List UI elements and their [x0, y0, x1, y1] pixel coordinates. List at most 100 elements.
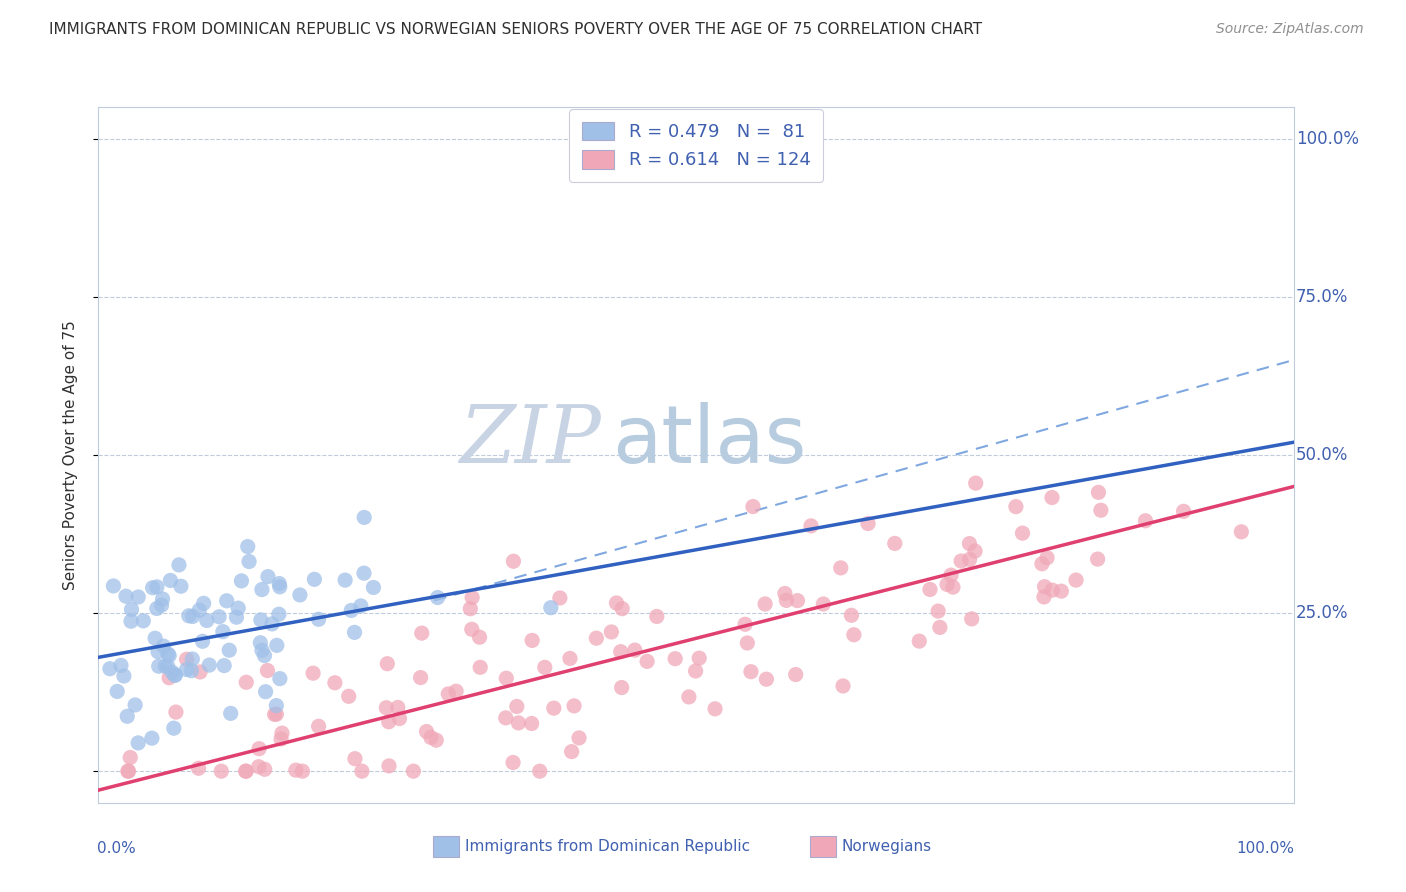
- Point: [775, 593, 797, 607]
- Point: [160, 665, 183, 680]
- Point: [176, 652, 198, 666]
- FancyBboxPatch shape: [433, 836, 460, 857]
- Point: [148, 659, 170, 673]
- Point: [132, 614, 155, 628]
- Point: [375, 657, 398, 671]
- Point: [830, 561, 852, 575]
- Point: [543, 701, 565, 715]
- Point: [254, 684, 277, 698]
- Point: [250, 582, 273, 597]
- Point: [942, 580, 965, 594]
- Point: [754, 597, 776, 611]
- Point: [409, 671, 432, 685]
- Point: [375, 700, 398, 714]
- Point: [426, 591, 449, 605]
- Point: [558, 651, 581, 665]
- Point: [737, 636, 759, 650]
- Point: [402, 764, 425, 779]
- Point: [333, 573, 356, 587]
- Point: [247, 741, 270, 756]
- Point: [1011, 526, 1033, 541]
- Point: [939, 568, 962, 582]
- Point: [340, 603, 363, 617]
- Point: [842, 628, 865, 642]
- Point: [388, 712, 411, 726]
- Point: [533, 660, 555, 674]
- Point: [181, 609, 204, 624]
- Point: [117, 764, 139, 779]
- Point: [353, 566, 375, 581]
- Point: [813, 597, 835, 611]
- Text: Immigrants from Dominican Republic: Immigrants from Dominican Republic: [465, 839, 751, 855]
- Point: [112, 669, 135, 683]
- Point: [263, 707, 285, 722]
- FancyBboxPatch shape: [810, 836, 835, 857]
- Point: [343, 625, 366, 640]
- Point: [115, 589, 138, 603]
- Point: [159, 574, 181, 588]
- Point: [959, 536, 981, 550]
- Point: [841, 608, 863, 623]
- Point: [143, 632, 166, 646]
- Point: [1135, 514, 1157, 528]
- Point: [226, 601, 249, 615]
- Point: [1032, 590, 1054, 604]
- Point: [343, 752, 366, 766]
- Point: [605, 596, 627, 610]
- Point: [636, 654, 658, 668]
- Text: 50.0%: 50.0%: [1296, 446, 1348, 464]
- Point: [470, 660, 492, 674]
- Point: [235, 675, 257, 690]
- Point: [520, 633, 543, 648]
- Point: [786, 593, 808, 607]
- Point: [506, 699, 529, 714]
- Point: [562, 698, 585, 713]
- Point: [323, 675, 346, 690]
- Point: [832, 679, 855, 693]
- Text: Source: ZipAtlas.com: Source: ZipAtlas.com: [1216, 22, 1364, 37]
- Point: [755, 672, 778, 686]
- Point: [520, 716, 543, 731]
- Point: [163, 668, 186, 682]
- Point: [209, 764, 232, 779]
- Point: [141, 731, 163, 746]
- Point: [187, 761, 209, 775]
- Point: [963, 544, 986, 558]
- Point: [773, 586, 796, 600]
- Point: [218, 643, 240, 657]
- Point: [215, 594, 238, 608]
- Point: [353, 510, 375, 524]
- Point: [157, 647, 180, 661]
- Point: [269, 576, 291, 591]
- Point: [270, 731, 292, 746]
- Point: [121, 602, 143, 616]
- Point: [444, 684, 467, 698]
- Text: IMMIGRANTS FROM DOMINICAN REPUBLIC VS NORWEGIAN SENIORS POVERTY OVER THE AGE OF : IMMIGRANTS FROM DOMINICAN REPUBLIC VS NO…: [49, 22, 983, 37]
- Point: [260, 616, 283, 631]
- Point: [288, 588, 311, 602]
- Point: [165, 705, 187, 719]
- Point: [103, 579, 125, 593]
- Point: [363, 581, 385, 595]
- Point: [540, 600, 562, 615]
- Point: [612, 601, 634, 615]
- Point: [800, 519, 823, 533]
- Point: [249, 636, 271, 650]
- Point: [157, 671, 180, 685]
- Point: [1087, 485, 1109, 500]
- Legend: R = 0.479   N =  81, R = 0.614   N = 124: R = 0.479 N = 81, R = 0.614 N = 124: [569, 109, 823, 182]
- Point: [508, 715, 530, 730]
- Point: [1036, 550, 1059, 565]
- Point: [1040, 491, 1063, 505]
- Point: [1031, 557, 1053, 571]
- Point: [231, 574, 253, 588]
- Point: [176, 663, 198, 677]
- Point: [247, 760, 270, 774]
- Point: [350, 599, 373, 613]
- Point: [170, 579, 193, 593]
- Point: [959, 552, 981, 566]
- Point: [927, 604, 949, 618]
- Point: [610, 645, 633, 659]
- Point: [127, 590, 149, 604]
- Point: [419, 731, 441, 745]
